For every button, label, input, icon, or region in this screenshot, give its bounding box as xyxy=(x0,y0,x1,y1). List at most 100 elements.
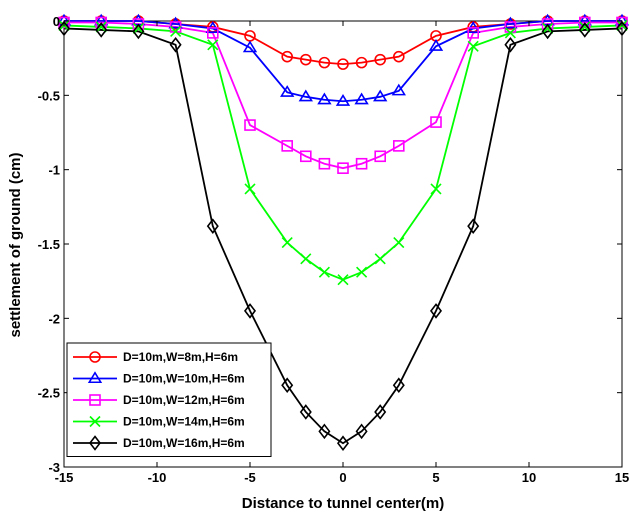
series-line-5 xyxy=(63,27,623,445)
data-point xyxy=(355,56,368,69)
series-markers xyxy=(56,13,630,452)
data-point xyxy=(542,22,554,34)
data-point xyxy=(318,423,331,440)
data-point xyxy=(281,140,294,152)
data-point xyxy=(428,38,444,51)
axes: -15 -10 -5 0 5 10 15 0 -0.5 -1 -1.5 -2 -2.5 -3 xyxy=(38,14,630,485)
data-point xyxy=(281,50,294,63)
data-point xyxy=(373,89,388,102)
data-point xyxy=(392,50,405,63)
data-point xyxy=(374,404,387,420)
data-point xyxy=(168,16,183,29)
legend-marker xyxy=(87,371,103,384)
data-point xyxy=(374,150,387,163)
y-tick-label: 0 xyxy=(53,14,60,29)
data-point xyxy=(354,92,369,105)
data-point xyxy=(578,22,591,38)
data-point xyxy=(57,20,71,37)
data-point xyxy=(298,89,313,102)
data-point xyxy=(337,274,349,286)
data-point xyxy=(281,236,293,249)
data-point xyxy=(170,25,182,37)
legend-marker xyxy=(89,351,101,363)
data-point xyxy=(335,93,351,106)
data-point xyxy=(355,157,368,170)
legend: D=10m,W=8m,H=6m D=10m,W=10m,H=6m D=10m,W=1… xyxy=(66,342,272,457)
data-point xyxy=(374,53,387,66)
data-point xyxy=(392,377,405,394)
x-tick-label: -5 xyxy=(244,470,256,485)
x-tick-label: -15 xyxy=(55,470,74,485)
data-point xyxy=(94,13,109,26)
data-point xyxy=(318,157,331,170)
data-point xyxy=(95,21,107,33)
data-point xyxy=(504,27,516,39)
legend-entry: D=10m,W=14m,H=6m xyxy=(123,415,245,429)
y-tick-label: -1.5 xyxy=(38,237,60,252)
data-point xyxy=(318,266,330,278)
y-tick-label: -0.5 xyxy=(38,88,60,103)
data-point xyxy=(299,53,312,66)
data-point xyxy=(615,20,629,37)
y-tick-label: -3 xyxy=(48,460,60,475)
data-point xyxy=(58,16,70,29)
series-line-2 xyxy=(64,20,622,103)
data-point xyxy=(467,218,480,234)
data-point xyxy=(280,85,295,97)
data-point xyxy=(337,58,349,70)
data-point xyxy=(579,21,591,33)
data-point xyxy=(467,40,479,52)
data-point xyxy=(318,56,331,69)
data-point xyxy=(336,435,350,452)
y-tick-label: -2 xyxy=(48,311,60,326)
data-point xyxy=(430,116,442,128)
data-point xyxy=(207,27,219,39)
data-point xyxy=(355,423,368,440)
data-point xyxy=(393,236,405,249)
data-point xyxy=(467,27,480,39)
data-point xyxy=(317,92,332,105)
data-point xyxy=(242,40,258,53)
x-tick-label: 15 xyxy=(615,470,629,485)
legend-marker xyxy=(89,415,101,428)
data-point xyxy=(281,377,294,394)
x-tick-label: 0 xyxy=(339,470,346,485)
x-tick-label: -10 xyxy=(148,470,167,485)
data-point xyxy=(244,183,256,195)
data-point xyxy=(392,140,405,152)
data-point xyxy=(132,22,144,34)
data-point xyxy=(503,16,518,29)
data-point xyxy=(95,22,108,38)
data-point xyxy=(300,253,312,265)
data-point xyxy=(132,23,145,40)
data-point xyxy=(374,253,386,265)
data-point xyxy=(299,404,312,420)
data-point xyxy=(299,150,312,163)
data-point xyxy=(206,218,219,234)
data-point xyxy=(504,36,517,53)
y-tick-label: -2.5 xyxy=(38,386,60,401)
y-tick-label: -1 xyxy=(48,163,60,178)
data-point xyxy=(243,303,257,319)
data-point xyxy=(541,23,554,40)
legend-marker xyxy=(89,394,101,406)
legend-entry: D=10m,W=16m,H=6m xyxy=(123,436,245,450)
legend-entry: D=10m,W=8m,H=6m xyxy=(123,350,238,364)
y-axis-label: settlement of ground (cm) xyxy=(7,152,24,337)
data-point xyxy=(429,303,443,319)
legend-entry: D=10m,W=12m,H=6m xyxy=(123,393,245,407)
data-point xyxy=(577,13,592,26)
legend-marker xyxy=(88,435,102,451)
data-point xyxy=(169,36,182,53)
data-point xyxy=(244,119,256,131)
data-point xyxy=(207,39,219,51)
data-point xyxy=(337,162,349,174)
legend-entry: D=10m,W=10m,H=6m xyxy=(123,372,245,386)
data-point xyxy=(356,266,368,278)
x-tick-label: 10 xyxy=(522,470,536,485)
data-point xyxy=(616,16,628,29)
x-axis-label: Distance to tunnel center(m) xyxy=(242,495,445,512)
data-point xyxy=(391,83,406,96)
data-point xyxy=(430,183,442,195)
